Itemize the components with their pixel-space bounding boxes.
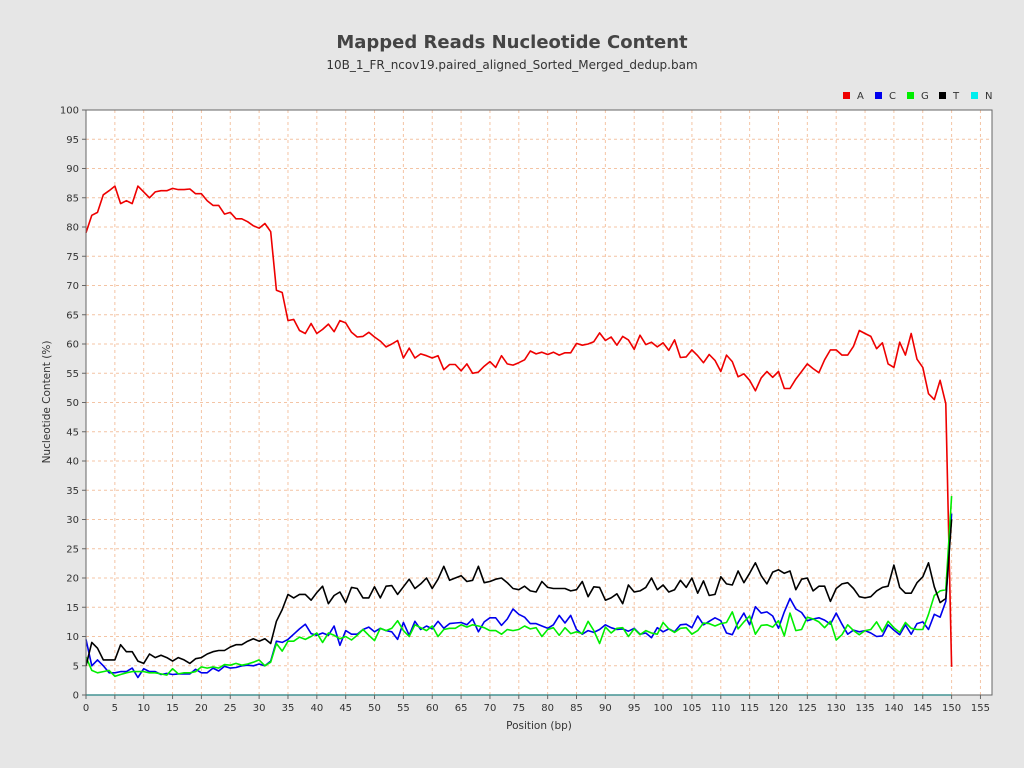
x-tick-label: 75 — [512, 703, 525, 714]
y-tick-label: 90 — [66, 164, 79, 175]
x-tick-label: 90 — [599, 703, 612, 714]
y-tick-label: 5 — [73, 661, 79, 672]
x-tick-label: 5 — [112, 703, 118, 714]
y-tick-label: 45 — [66, 427, 79, 438]
x-tick-label: 85 — [570, 703, 583, 714]
x-tick-label: 145 — [913, 703, 932, 714]
y-tick-label: 85 — [66, 193, 79, 204]
y-tick-label: 20 — [66, 574, 79, 585]
legend-label-c: C — [889, 91, 896, 102]
series-line-a — [85, 185, 953, 667]
legend-swatch-c — [875, 92, 882, 99]
chart-subtitle: 10B_1_FR_ncov19.paired_aligned_Sorted_Me… — [326, 58, 697, 72]
x-tick-label: 70 — [484, 703, 497, 714]
x-tick-label: 35 — [282, 703, 295, 714]
x-tick-label: 140 — [884, 703, 903, 714]
x-tick-label: 125 — [798, 703, 817, 714]
y-tick-label: 25 — [66, 544, 79, 555]
x-tick-label: 60 — [426, 703, 439, 714]
y-tick-label: 50 — [66, 398, 79, 409]
y-tick-label: 65 — [66, 310, 79, 321]
x-tick-label: 20 — [195, 703, 208, 714]
x-tick-label: 30 — [253, 703, 266, 714]
x-tick-label: 65 — [455, 703, 468, 714]
y-tick-label: 95 — [66, 135, 79, 146]
x-tick-label: 135 — [855, 703, 874, 714]
x-tick-label: 105 — [682, 703, 701, 714]
legend-swatch-n — [971, 92, 978, 99]
x-tick-label: 55 — [397, 703, 410, 714]
x-tick-label: 120 — [769, 703, 788, 714]
series-line-g — [85, 496, 953, 678]
x-tick-label: 15 — [166, 703, 179, 714]
x-tick-label: 155 — [971, 703, 990, 714]
y-tick-label: 60 — [66, 340, 79, 351]
y-tick-label: 30 — [66, 515, 79, 526]
y-axis-ticks: 0 5 10 15 20 25 30 35 40 45 50 55 60 65 70 75 80 85 90 95 10… — [60, 106, 86, 702]
legend-label-n: N — [985, 91, 992, 102]
y-tick-label: 15 — [66, 603, 79, 614]
y-tick-label: 70 — [66, 281, 79, 292]
x-axis-label: Position (bp) — [506, 720, 572, 732]
x-tick-label: 110 — [711, 703, 730, 714]
x-axis-ticks: 0 5 10 15 20 25 30 35 40 45 50 55 60 65 70 75 80 85 90 95 10… — [83, 695, 990, 714]
x-tick-label: 115 — [740, 703, 759, 714]
legend-label-t: T — [952, 91, 960, 102]
x-tick-label: 10 — [137, 703, 150, 714]
x-tick-label: 100 — [654, 703, 673, 714]
series-line-t — [85, 519, 953, 666]
x-tick-label: 80 — [541, 703, 554, 714]
x-tick-label: 25 — [224, 703, 237, 714]
legend-swatch-a — [843, 92, 850, 99]
y-tick-label: 100 — [60, 106, 79, 117]
x-tick-label: 45 — [339, 703, 352, 714]
x-tick-label: 0 — [83, 703, 89, 714]
y-tick-label: 40 — [66, 457, 79, 468]
x-tick-label: 40 — [310, 703, 323, 714]
y-tick-label: 35 — [66, 486, 79, 497]
x-tick-label: 95 — [628, 703, 641, 714]
grid-lines — [86, 110, 992, 695]
series-line-c — [85, 513, 953, 679]
legend-label-a: A — [857, 91, 864, 102]
x-tick-label: 150 — [942, 703, 961, 714]
y-tick-label: 10 — [66, 632, 79, 643]
y-tick-label: 75 — [66, 252, 79, 263]
x-tick-label: 130 — [827, 703, 846, 714]
legend-swatch-g — [907, 92, 914, 99]
y-axis-label: Nucleotide Content (%) — [41, 341, 53, 464]
y-tick-label: 80 — [66, 223, 79, 234]
chart-title: Mapped Reads Nucleotide Content — [336, 32, 688, 53]
y-tick-label: 55 — [66, 369, 79, 380]
x-tick-label: 50 — [368, 703, 381, 714]
y-tick-label: 0 — [73, 691, 79, 702]
legend-swatch-t — [939, 92, 946, 99]
legend-label-g: G — [921, 91, 929, 102]
